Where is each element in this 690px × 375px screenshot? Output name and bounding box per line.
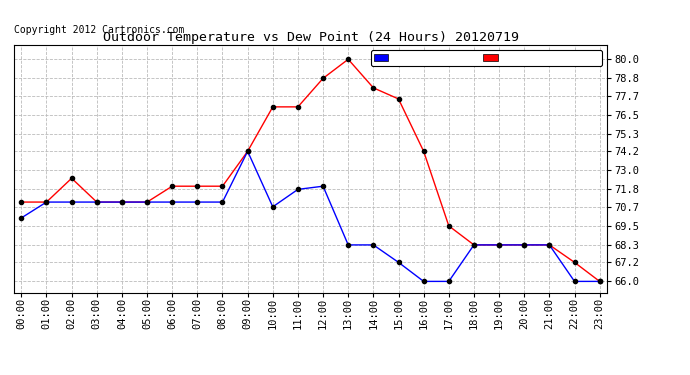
Legend: Dew Point (°F), Temperature (°F): Dew Point (°F), Temperature (°F) [371, 50, 602, 66]
Title: Outdoor Temperature vs Dew Point (24 Hours) 20120719: Outdoor Temperature vs Dew Point (24 Hou… [103, 31, 518, 44]
Text: Copyright 2012 Cartronics.com: Copyright 2012 Cartronics.com [14, 25, 184, 35]
